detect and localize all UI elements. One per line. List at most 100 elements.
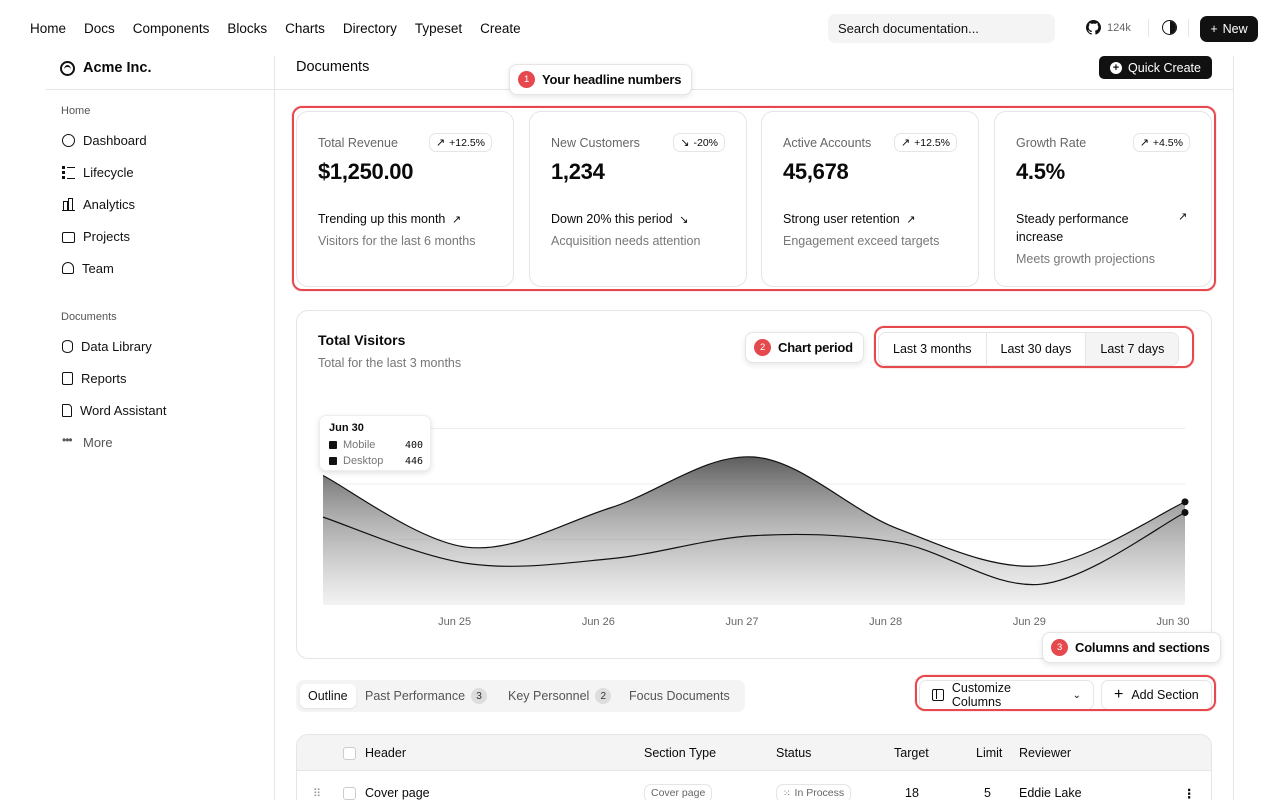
badge-text: -20%	[693, 136, 718, 149]
row-checkbox[interactable]	[343, 771, 356, 800]
period-30-days[interactable]: Last 30 days	[987, 333, 1087, 365]
row-actions-icon[interactable]: ⋮	[1183, 786, 1196, 800]
row-reviewer[interactable]: Eddie Lake	[1019, 786, 1082, 800]
tab-focus-documents[interactable]: Focus Documents	[621, 684, 738, 708]
github-link[interactable]: 124k	[1086, 20, 1131, 35]
column-header[interactable]: Section Type	[644, 746, 717, 760]
column-header[interactable]: Reviewer	[1019, 746, 1072, 760]
chart-title: Total Visitors	[318, 332, 406, 348]
nav-link-blocks[interactable]: Blocks	[227, 20, 268, 36]
bar-chart-icon	[62, 197, 75, 211]
search-input[interactable]: Search documentation...	[828, 14, 1055, 43]
period-3-months[interactable]: Last 3 months	[879, 333, 987, 365]
stat-label: Active Accounts	[783, 136, 872, 150]
sidebar-item-label: Word Assistant	[80, 402, 167, 418]
nav-link-charts[interactable]: Charts	[285, 20, 325, 36]
callout-number: 3	[1051, 639, 1068, 656]
callout-text: Chart period	[778, 340, 853, 355]
sidebar-item-team[interactable]: Team	[62, 258, 114, 278]
row-header[interactable]: Cover page	[365, 786, 430, 800]
column-header[interactable]: Target	[894, 746, 929, 760]
sidebar-item-data-library[interactable]: Data Library	[62, 336, 152, 356]
row-limit[interactable]: 5	[984, 786, 991, 800]
new-button[interactable]: + New	[1200, 16, 1258, 42]
theme-toggle-icon[interactable]	[1162, 20, 1177, 35]
sidebar-item-analytics[interactable]: Analytics	[62, 194, 135, 214]
chevron-down-icon: ⌄	[1072, 689, 1081, 701]
trend-text: Trending up this month	[318, 212, 446, 226]
column-header[interactable]: Status	[776, 746, 812, 760]
brand[interactable]: Acme Inc.	[60, 60, 152, 76]
sidebar-item-lifecycle[interactable]: Lifecycle	[62, 162, 134, 182]
callout-number: 2	[754, 339, 771, 356]
users-icon	[62, 262, 74, 274]
nav-link-components[interactable]: Components	[132, 20, 210, 36]
loader-icon: ⁙	[783, 787, 791, 798]
sidebar-item-label: More	[83, 434, 113, 450]
column-header[interactable]: Limit	[976, 746, 1003, 760]
stat-desc: Meets growth projections	[1016, 252, 1155, 266]
github-count: 124k	[1107, 21, 1131, 34]
quick-create-label: Quick Create	[1128, 60, 1201, 75]
stat-card-growth-rate: Growth Rate ↗ +4.5% 4.5% Steady performan…	[994, 111, 1212, 287]
tab-label: Past Performance	[365, 689, 466, 703]
trend-badge: ↗ +4.5%	[1132, 133, 1190, 152]
brand-name: Acme Inc.	[83, 60, 152, 76]
new-button-label: New	[1222, 22, 1248, 36]
tooltip-row-desktop: Desktop 446	[329, 455, 423, 467]
tab-past-performance[interactable]: Past Performance 3	[357, 684, 495, 708]
github-icon	[1086, 20, 1101, 35]
add-section-button[interactable]: + Add Section	[1101, 680, 1212, 710]
tooltip-date: Jun 30	[329, 422, 364, 434]
nav-link-directory[interactable]: Directory	[342, 20, 397, 36]
stat-trend: Strong user retention ↗	[783, 210, 963, 229]
badge-text: +12.5%	[449, 136, 485, 149]
nav-link-docs[interactable]: Docs	[84, 20, 115, 36]
sidebar-item-more[interactable]: ••• More	[62, 432, 113, 452]
period-7-days[interactable]: Last 7 days	[1086, 333, 1179, 365]
row-target[interactable]: 18	[905, 786, 919, 800]
callout-columns-sections: 3 Columns and sections	[1042, 632, 1221, 663]
sidebar-group-label: Documents	[61, 311, 117, 323]
content-header: Documents + Quick Create	[275, 56, 1233, 90]
customize-columns-button[interactable]: Customize Columns ⌄	[919, 680, 1094, 710]
tab-outline[interactable]: Outline	[300, 684, 356, 708]
stat-desc: Acquisition needs attention	[551, 234, 701, 248]
stat-label: New Customers	[551, 136, 640, 150]
sidebar-item-label: Projects	[83, 228, 130, 244]
callout-number: 1	[518, 71, 535, 88]
add-section-label: Add Section	[1131, 688, 1199, 702]
nav-link-typeset[interactable]: Typeset	[414, 20, 463, 36]
sidebar-item-reports[interactable]: Reports	[62, 368, 127, 388]
nav-link-create[interactable]: Create	[480, 20, 521, 36]
legend-swatch	[329, 441, 337, 449]
section-type-badge: Cover page	[644, 783, 713, 800]
brand-logo-icon	[60, 60, 75, 76]
sidebar-item-projects[interactable]: Projects	[62, 226, 130, 246]
stat-card-active-accounts: Active Accounts ↗ +12.5% 45,678 Strong us…	[761, 111, 979, 287]
trend-badge: ↗ +12.5%	[428, 133, 492, 152]
sidebar-group-label: Home	[61, 105, 91, 117]
plus-circle-icon: +	[1110, 61, 1123, 74]
tab-key-personnel[interactable]: Key Personnel 2	[500, 684, 619, 708]
nav-divider	[1188, 19, 1189, 37]
columns-icon	[932, 689, 944, 701]
select-all-checkbox[interactable]	[343, 735, 356, 771]
tab-label: Outline	[308, 689, 348, 703]
trending-up-icon: ↗	[448, 214, 462, 226]
column-header[interactable]: Header	[365, 746, 406, 760]
sidebar-item-word-assistant[interactable]: Word Assistant	[62, 400, 166, 420]
callout-chart-period: 2 Chart period	[745, 332, 864, 363]
sidebar-divider	[46, 89, 274, 90]
chart-tooltip: Jun 30 Mobile 400 Desktop 446	[319, 415, 431, 471]
nav-link-home[interactable]: Home	[30, 20, 67, 36]
sidebar-item-dashboard[interactable]: Dashboard	[62, 130, 147, 150]
drag-handle-icon[interactable]: ⠿	[313, 787, 322, 800]
database-icon	[62, 339, 73, 353]
quick-create-button[interactable]: + Quick Create	[1099, 56, 1212, 79]
tooltip-series-name: Desktop	[343, 455, 384, 467]
ellipsis-icon: •••	[62, 432, 73, 447]
tooltip-row-mobile: Mobile 400	[329, 439, 423, 451]
trending-up-icon: ↗	[1139, 137, 1149, 149]
row-section-type: Cover page	[644, 771, 713, 800]
